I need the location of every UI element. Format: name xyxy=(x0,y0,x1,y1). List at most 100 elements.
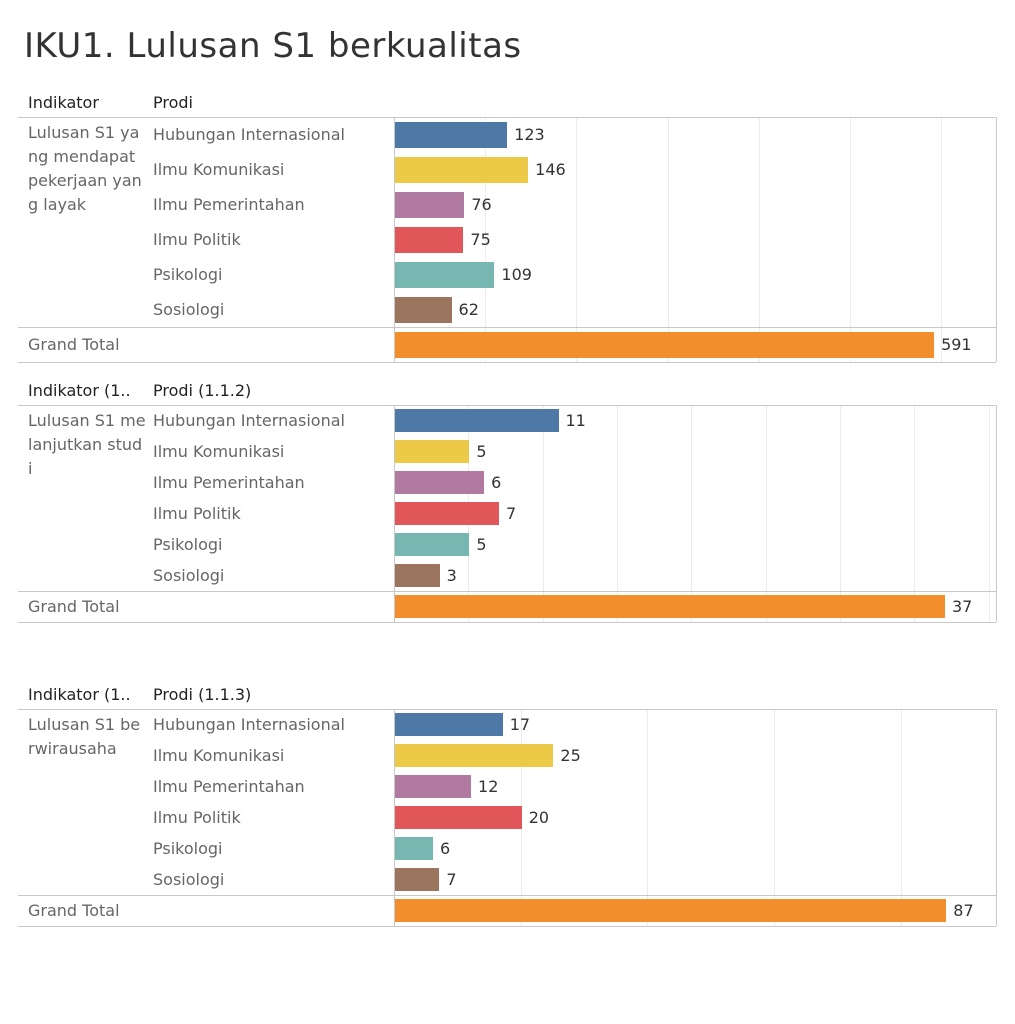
gridline xyxy=(616,405,618,622)
prodi-label-ilmu-pemerintahan[interactable]: Ilmu Pemerintahan xyxy=(153,776,305,796)
bar-hubungan-internasional[interactable] xyxy=(395,121,508,148)
value-label-grand-total: 37 xyxy=(951,596,973,616)
header-prodi[interactable]: Prodi (1.1.2) xyxy=(153,381,252,400)
gridline xyxy=(667,117,669,362)
gridline xyxy=(941,117,943,362)
indikator-label: Lulusan S1 yang mendapat pekerjaan yang … xyxy=(28,123,142,214)
gridline xyxy=(774,709,776,926)
value-label-ilmu-komunikasi: 5 xyxy=(476,441,487,461)
prodi-label-ilmu-komunikasi[interactable]: Ilmu Komunikasi xyxy=(153,441,285,461)
grand-total-label: Grand Total xyxy=(28,596,120,616)
prodi-label-ilmu-pemerintahan[interactable]: Ilmu Pemerintahan xyxy=(153,472,305,492)
prodi-label-hubungan-internasional[interactable]: Hubungan Internasional xyxy=(153,124,345,144)
plot-axis-line xyxy=(394,709,395,926)
value-label-grand-total: 591 xyxy=(941,334,972,354)
bar-ilmu-politik[interactable] xyxy=(395,226,464,253)
prodi-label-psikologi[interactable]: Psikologi xyxy=(153,264,223,284)
prodi-label-psikologi[interactable]: Psikologi xyxy=(153,534,223,554)
bar-grand-total[interactable] xyxy=(395,595,945,618)
bar-psikologi[interactable] xyxy=(395,533,470,556)
gridline xyxy=(839,405,841,622)
header-indikator[interactable]: Indikator (1.. xyxy=(28,685,131,704)
value-label-ilmu-pemerintahan: 76 xyxy=(471,194,492,214)
prodi-label-ilmu-politik[interactable]: Ilmu Politik xyxy=(153,229,241,249)
prodi-label-sosiologi[interactable]: Sosiologi xyxy=(153,869,225,889)
gridline xyxy=(542,405,544,622)
value-label-psikologi: 109 xyxy=(501,264,532,284)
gridline xyxy=(765,405,767,622)
value-label-hubungan-internasional: 11 xyxy=(565,410,586,430)
bar-sosiologi[interactable] xyxy=(395,296,452,323)
gridline xyxy=(647,709,649,926)
frame-top-line xyxy=(18,405,996,406)
header-indikator[interactable]: Indikator (1.. xyxy=(28,381,131,400)
prodi-label-ilmu-politik[interactable]: Ilmu Politik xyxy=(153,807,241,827)
indikator-label: Lulusan S1 berwirausaha xyxy=(28,715,141,758)
gridline xyxy=(691,405,693,622)
value-label-ilmu-politik: 7 xyxy=(506,503,517,523)
frame-top-line xyxy=(18,709,996,710)
bar-ilmu-politik[interactable] xyxy=(395,502,500,525)
value-label-ilmu-pemerintahan: 12 xyxy=(478,776,499,796)
grand-total-divider xyxy=(18,895,996,896)
bar-ilmu-pemerintahan[interactable] xyxy=(395,775,472,798)
prodi-label-sosiologi[interactable]: Sosiologi xyxy=(153,299,225,319)
bar-ilmu-politik[interactable] xyxy=(395,806,522,829)
prodi-label-psikologi[interactable]: Psikologi xyxy=(153,838,223,858)
prodi-label-ilmu-komunikasi[interactable]: Ilmu Komunikasi xyxy=(153,745,285,765)
grand-total-divider xyxy=(18,327,996,328)
bar-grand-total[interactable] xyxy=(395,899,947,922)
value-label-hubungan-internasional: 17 xyxy=(509,714,531,734)
frame-bottom-line xyxy=(18,622,996,623)
prodi-label-ilmu-komunikasi[interactable]: Ilmu Komunikasi xyxy=(153,159,285,179)
prodi-label-ilmu-pemerintahan[interactable]: Ilmu Pemerintahan xyxy=(153,194,305,214)
plot-right-border xyxy=(996,709,997,926)
grand-total-divider xyxy=(18,591,996,592)
bar-sosiologi[interactable] xyxy=(395,564,440,587)
page-title: IKU1. Lulusan S1 berkualitas xyxy=(24,26,522,66)
bar-hubungan-internasional[interactable] xyxy=(395,713,503,736)
value-label-sosiologi: 7 xyxy=(446,869,457,889)
value-label-ilmu-politik: 75 xyxy=(470,229,491,249)
frame-bottom-line xyxy=(18,926,996,927)
grand-total-label: Grand Total xyxy=(28,334,120,354)
bar-ilmu-pemerintahan[interactable] xyxy=(395,191,465,218)
value-label-ilmu-politik: 20 xyxy=(528,807,550,827)
plot-axis-line xyxy=(394,117,395,362)
prodi-label-hubungan-internasional[interactable]: Hubungan Internasional xyxy=(153,714,345,734)
gridline xyxy=(988,405,990,622)
indikator-label: Lulusan S1 melanjutkan studi xyxy=(28,411,146,478)
value-label-psikologi: 5 xyxy=(476,534,487,554)
bar-ilmu-komunikasi[interactable] xyxy=(395,156,529,183)
bar-psikologi[interactable] xyxy=(395,837,434,860)
value-label-ilmu-komunikasi: 25 xyxy=(560,745,581,765)
value-label-sosiologi: 62 xyxy=(458,299,479,319)
bar-ilmu-komunikasi[interactable] xyxy=(395,744,554,767)
plot-right-border xyxy=(996,117,997,362)
frame-top-line xyxy=(18,117,996,118)
value-label-grand-total: 87 xyxy=(953,900,974,920)
header-indikator[interactable]: Indikator xyxy=(28,93,99,112)
gridline xyxy=(758,117,760,362)
prodi-label-ilmu-politik[interactable]: Ilmu Politik xyxy=(153,503,241,523)
prodi-label-sosiologi[interactable]: Sosiologi xyxy=(153,565,225,585)
gridline xyxy=(576,117,578,362)
bar-ilmu-komunikasi[interactable] xyxy=(395,440,470,463)
bar-hubungan-internasional[interactable] xyxy=(395,409,559,432)
bar-ilmu-pemerintahan[interactable] xyxy=(395,471,485,494)
bar-grand-total[interactable] xyxy=(395,331,935,358)
value-label-sosiologi: 3 xyxy=(446,565,457,585)
value-label-psikologi: 6 xyxy=(440,838,451,858)
gridline xyxy=(485,117,487,362)
value-label-ilmu-pemerintahan: 6 xyxy=(491,472,502,492)
bar-psikologi[interactable] xyxy=(395,261,495,288)
prodi-label-hubungan-internasional[interactable]: Hubungan Internasional xyxy=(153,410,345,430)
gridline xyxy=(850,117,852,362)
header-prodi[interactable]: Prodi (1.1.3) xyxy=(153,685,252,704)
bar-sosiologi[interactable] xyxy=(395,868,440,891)
frame-bottom-line xyxy=(18,362,996,363)
value-label-hubungan-internasional: 123 xyxy=(514,124,545,144)
header-prodi[interactable]: Prodi xyxy=(153,93,193,112)
gridline xyxy=(914,405,916,622)
grand-total-label: Grand Total xyxy=(28,900,120,920)
